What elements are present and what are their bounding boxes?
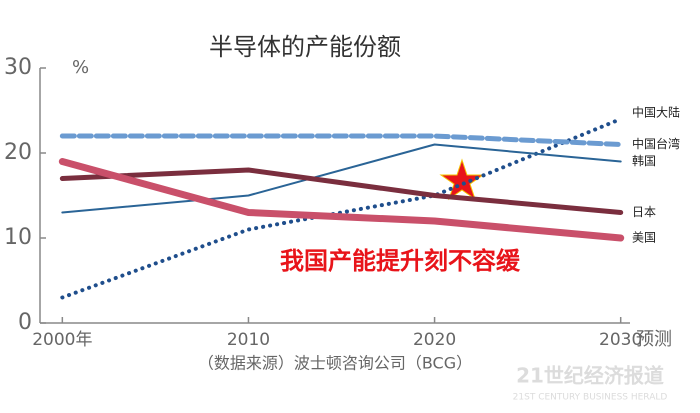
series-line xyxy=(61,143,622,214)
legend-label: 韩国 xyxy=(632,153,656,168)
x-tick-label: 2030 xyxy=(599,330,642,350)
legend-label: 美国 xyxy=(632,231,656,245)
watermark-sub: 21ST CENTURY BUSINESS HERALD xyxy=(513,393,668,403)
series-line xyxy=(58,158,625,242)
legend-label: 日本 xyxy=(632,205,656,219)
annotation: 我国产能提升刻不容缓 xyxy=(280,247,521,275)
legend-label: 中国台湾 xyxy=(632,136,680,151)
y-tick-label: 10 xyxy=(4,225,32,250)
x-axis-label: 预测 xyxy=(636,329,672,350)
x-tick-label: 2010 xyxy=(227,330,270,350)
series-line xyxy=(59,167,624,215)
x-tick-label: 2000年 xyxy=(32,330,92,350)
watermark: 21世纪经济报道 xyxy=(516,364,664,388)
y-tick-label: 30 xyxy=(4,55,32,80)
series-line xyxy=(60,117,623,300)
chart-title: 半导体的产能份额 xyxy=(209,33,401,61)
legend-label: 中国大陆 xyxy=(632,105,680,120)
y-tick-label: 0 xyxy=(18,310,32,335)
star-icon xyxy=(439,158,485,201)
source-note: （数据来源）波士顿咨询公司（BCG） xyxy=(198,354,472,373)
x-tick-label: 2020 xyxy=(413,330,456,350)
series-line xyxy=(59,133,624,147)
y-tick-label: 20 xyxy=(4,140,32,165)
y-unit: % xyxy=(72,57,89,78)
